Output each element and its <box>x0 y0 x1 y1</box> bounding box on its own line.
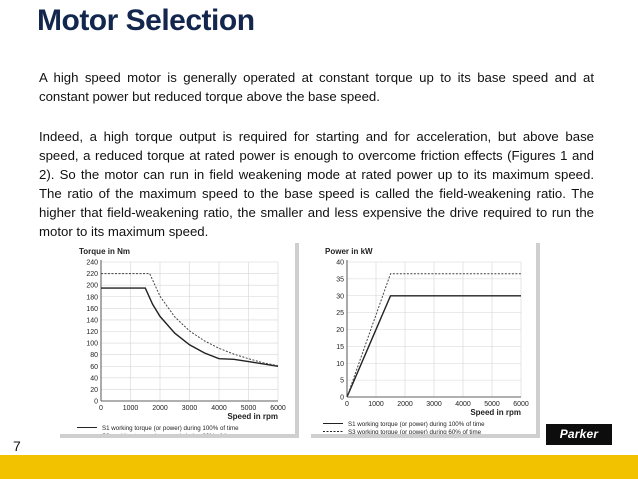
y-axis-label: Torque in Nm <box>79 247 130 256</box>
power-chart: Power in kW 0 5 10 15 20 25 30 35 40 0 1000 2000 3000… <box>307 239 536 436</box>
x-tick-label: 3000 <box>182 405 198 412</box>
series-line-2 <box>346 273 521 398</box>
x-tick-label: 5000 <box>484 401 500 408</box>
y-tick-label: 180 <box>86 294 98 301</box>
y-tick-label: 15 <box>336 344 344 351</box>
y-tick-label: 20 <box>336 327 344 334</box>
y-tick-label: 140 <box>86 317 98 324</box>
y-tick-label: 200 <box>86 283 98 290</box>
y-tick-label: 0 <box>94 399 98 406</box>
y-tick-label: 25 <box>336 310 344 317</box>
series-line-1 <box>101 287 279 367</box>
x-axis-label: Speed in rpm <box>227 412 278 421</box>
y-tick-label: 40 <box>90 375 98 382</box>
y-axis-label: Power in kW <box>325 247 373 256</box>
x-tick-label: 1000 <box>368 401 384 408</box>
logo-text: Parker <box>559 427 599 441</box>
y-tick-label: 120 <box>86 329 98 336</box>
x-tick-label: 6000 <box>513 401 529 408</box>
x-tick-label: 5000 <box>241 405 257 412</box>
y-tick-label: 240 <box>86 260 98 267</box>
y-tick-label: 5 <box>340 378 344 385</box>
slide-title: Motor Selection <box>37 4 255 37</box>
series-line-2 <box>101 273 279 367</box>
power-chart-svg: Power in kW 0 5 10 15 20 25 30 35 40 0 1000 2000 3000… <box>323 247 529 436</box>
y-tick-label: 10 <box>336 361 344 368</box>
x-tick-label: 4000 <box>211 405 227 412</box>
x-tick-label: 0 <box>345 401 349 408</box>
y-tick-label: 100 <box>86 341 98 348</box>
x-tick-label: 6000 <box>270 405 286 412</box>
x-tick-label: 2000 <box>397 401 413 408</box>
x-tick-label: 3000 <box>426 401 442 408</box>
legend-entry: S1 working torque (or power) during 100%… <box>102 425 239 432</box>
x-axis-label: Speed in rpm <box>470 408 521 417</box>
y-tick-label: 160 <box>86 306 98 313</box>
torque-chart: Torque in Nm 0 20 40 60 80 100 120 140 160 180 200 2… <box>56 239 295 440</box>
y-tick-label: 40 <box>336 260 344 267</box>
legend-entry: S3 working torque (or power) during 60% … <box>102 433 236 434</box>
x-tick-label: 1000 <box>123 405 139 412</box>
legend-entry: S1 working torque (or power) during 100%… <box>348 421 485 428</box>
y-tick-label: 60 <box>90 364 98 371</box>
footer-bar <box>0 455 638 479</box>
y-tick-label: 20 <box>90 387 98 394</box>
page-number: 7 <box>13 438 21 454</box>
y-tick-label: 220 <box>86 271 98 278</box>
legend-entry: S3 working torque (or power) during 60% … <box>348 429 482 434</box>
y-tick-label: 35 <box>336 276 344 283</box>
y-tick-label: 0 <box>340 395 344 402</box>
series-line-1 <box>346 295 521 398</box>
x-tick-label: 2000 <box>152 405 168 412</box>
paragraph-detail: Indeed, a high torque output is required… <box>39 129 594 239</box>
parker-logo: Parker <box>546 424 612 445</box>
y-tick-label: 30 <box>336 293 344 300</box>
y-tick-label: 80 <box>90 352 98 359</box>
x-tick-label: 0 <box>99 405 103 412</box>
paragraph-intro: A high speed motor is generally operated… <box>39 70 594 104</box>
x-tick-label: 4000 <box>455 401 471 408</box>
torque-chart-svg: Torque in Nm 0 20 40 60 80 100 120 140 160 180 200 2… <box>77 247 286 440</box>
